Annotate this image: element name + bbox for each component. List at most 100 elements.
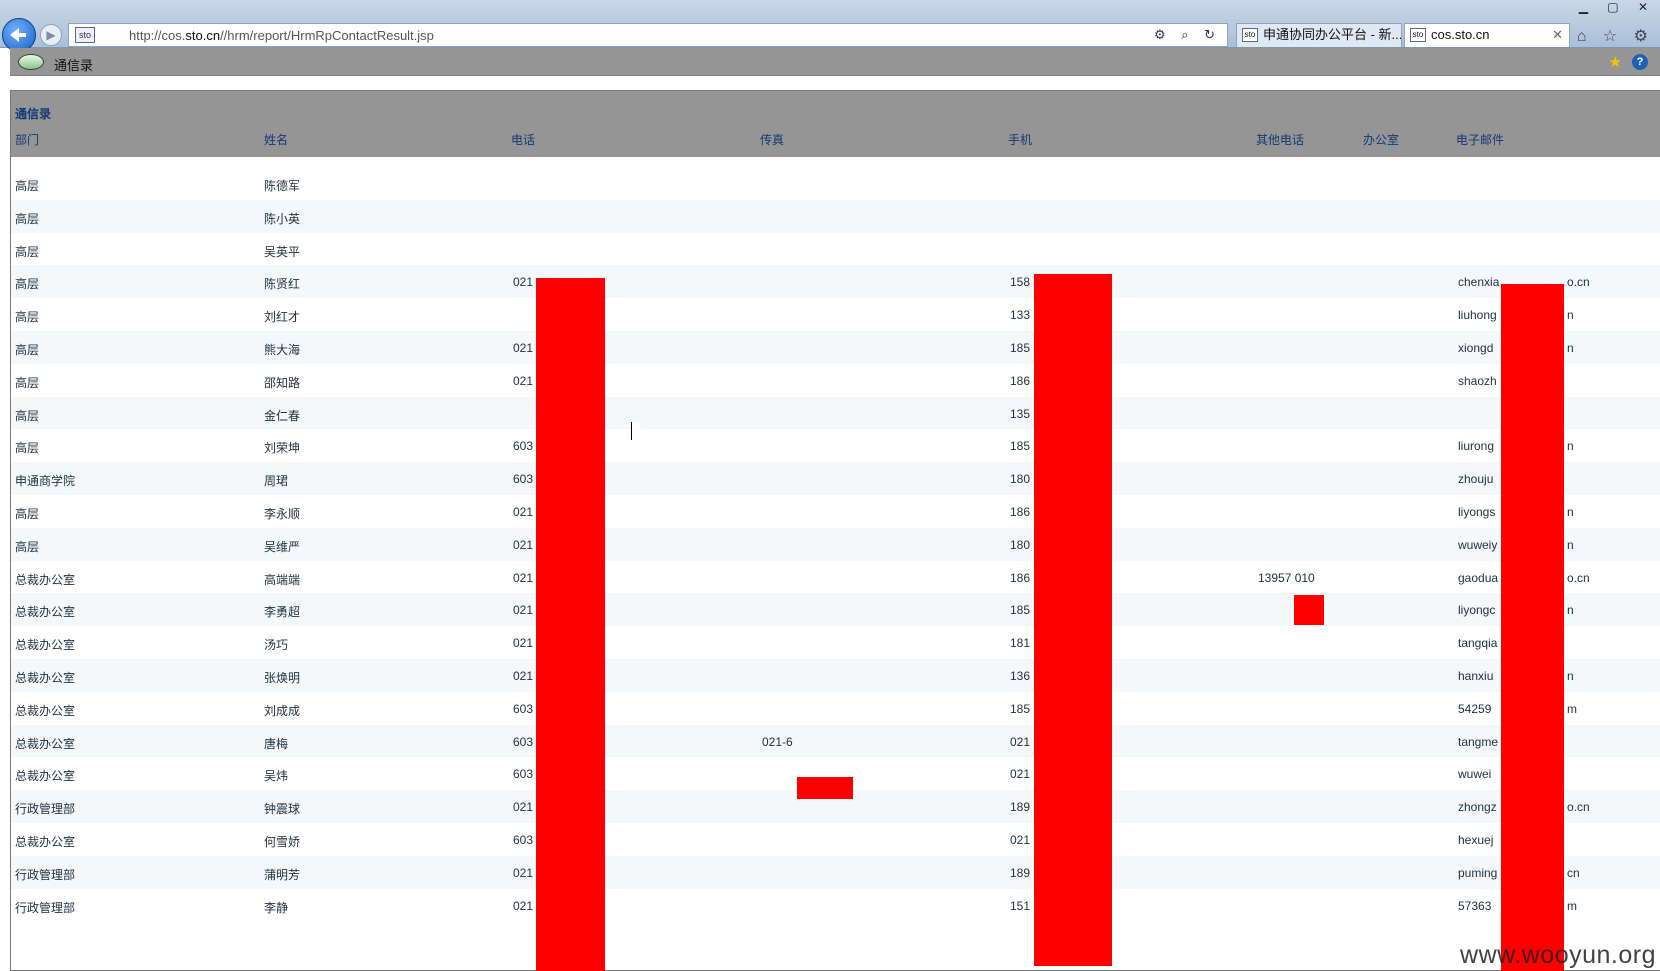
- cell-email: tangme: [1458, 734, 1499, 749]
- cell-other-phone: 13957 010: [1258, 570, 1315, 585]
- cell-phone: 021: [513, 865, 534, 880]
- url-text[interactable]: http://cos.sto.cn//hrm/report/HrmRpConta…: [129, 28, 434, 43]
- cell-dept: 总裁办公室: [15, 638, 76, 653]
- cell-name: 吴炜: [264, 769, 289, 784]
- cell-name: 李静: [264, 900, 289, 915]
- cell-email: liyongc: [1458, 603, 1496, 618]
- watermark: www.wooyun.org: [1460, 941, 1656, 969]
- cell-mobile: 180: [1010, 472, 1031, 487]
- table-row: 高层 吴维严 021 180 wuweiy n: [11, 527, 1660, 561]
- cell-email-tail: o.cn: [1567, 800, 1590, 815]
- col-header-office[interactable]: 办公室: [1363, 133, 1400, 147]
- cell-mobile: 185: [1010, 340, 1031, 355]
- cell-name: 何雪娇: [264, 834, 301, 849]
- col-header-dept[interactable]: 部门: [15, 133, 40, 147]
- cell-mobile: 181: [1010, 636, 1031, 651]
- table-row: 高层 吴英平: [11, 233, 1660, 266]
- table-row: 高层 刘红才 133 liuhong n: [11, 298, 1660, 331]
- favorite-star-icon[interactable]: ★: [1608, 54, 1622, 71]
- col-header-other-phone[interactable]: 其他电话: [1256, 133, 1305, 147]
- cell-mobile: 185: [1010, 701, 1031, 716]
- cell-email: zhouju: [1458, 472, 1494, 487]
- contact-report-frame: 通信录 部门 姓名 电话 传真 手机 其他电话 办公室 电子邮件 高层 陈德军 高层…: [10, 90, 1660, 971]
- col-header-fax[interactable]: 传真: [760, 133, 785, 147]
- help-icon[interactable]: ?: [1632, 54, 1648, 70]
- table-row: 高层 刘荣坤 603 185 liurong n: [11, 429, 1660, 462]
- cell-email: hexuej: [1458, 832, 1494, 847]
- table-row: 总裁办公室 张焕明 021 136 hanxiu n: [11, 658, 1660, 692]
- cell-name: 吴英平: [264, 244, 301, 259]
- table-row: 高层 熊大海 021 185 xiongd n: [11, 330, 1660, 364]
- table-row: 总裁办公室 李勇超 021 185 liyongc n: [11, 593, 1660, 627]
- forward-arrow-icon[interactable]: ▶: [40, 24, 62, 46]
- cell-email: xiongd: [1458, 340, 1494, 355]
- cell-email-tail: n: [1567, 439, 1574, 454]
- home-star-gear-icons[interactable]: ⌂ ☆ ⚙: [1576, 28, 1654, 45]
- col-header-email[interactable]: 电子邮件: [1456, 133, 1505, 147]
- cell-dept: 高层: [15, 342, 40, 357]
- cell-mobile: 136: [1010, 668, 1031, 683]
- cell-name: 高端端: [264, 572, 301, 587]
- table-row: 高层 李永顺 021 186 liyongs n: [11, 495, 1660, 528]
- cell-email: zhongz: [1458, 800, 1497, 815]
- browser-chrome: ▶ sto http://cos.sto.cn//hrm/report/HrmR…: [0, 0, 1660, 52]
- cell-email-tail: n: [1567, 537, 1574, 552]
- cell-name: 钟震球: [264, 802, 301, 817]
- cell-name: 李永顺: [264, 506, 301, 521]
- cell-phone: 021: [513, 636, 534, 651]
- cell-email-tail: o.cn: [1567, 275, 1590, 290]
- cell-dept: 高层: [15, 408, 40, 423]
- cell-mobile: 189: [1010, 865, 1031, 880]
- cell-email-tail: cn: [1567, 865, 1580, 880]
- cell-dept: 总裁办公室: [15, 605, 76, 620]
- cell-dept: 行政管理部: [15, 867, 76, 882]
- cell-mobile: 135: [1010, 406, 1031, 421]
- table-body: 高层 陈德军 高层 陈小英 高层 吴英平 高层 陈贤红 021 158 chenxia o.cn 高层刘…: [11, 167, 1660, 921]
- address-bar[interactable]: sto http://cos.sto.cn//hrm/report/HrmRpC…: [68, 23, 1228, 47]
- cell-phone: 021: [513, 800, 534, 815]
- cell-mobile: 185: [1010, 439, 1031, 454]
- cell-email: liyongs: [1458, 504, 1496, 519]
- cell-email: wuwei: [1458, 767, 1492, 782]
- cell-name: 陈德军: [264, 179, 301, 193]
- table-row: 总裁办公室 吴炜 603 021 wuwei: [11, 757, 1660, 790]
- cell-name: 蒲明芳: [264, 867, 301, 882]
- table-row: 行政管理部 蒲明芳 021 189 puming cn: [11, 855, 1660, 889]
- cell-email: hanxiu: [1458, 668, 1494, 683]
- table-row: 高层 金仁春 135: [11, 396, 1660, 430]
- cell-name: 陈小英: [264, 211, 301, 226]
- tab-coop-platform[interactable]: sto 申通协同办公平台 - 新...: [1236, 23, 1402, 47]
- cell-email: 57363: [1458, 898, 1492, 913]
- table-row: 总裁办公室 高端端 021 186 13957 010 gaodua o.cn: [11, 561, 1660, 594]
- cell-name: 唐梅: [264, 736, 289, 751]
- mouse-cursor-icon: [631, 422, 645, 440]
- cell-dept: 总裁办公室: [15, 670, 76, 685]
- cell-mobile: 186: [1010, 373, 1031, 388]
- col-header-mobile[interactable]: 手机: [1008, 133, 1033, 147]
- cell-email: liurong: [1458, 439, 1495, 454]
- back-arrow-icon[interactable]: [2, 18, 36, 52]
- cell-email-tail: n: [1567, 603, 1574, 618]
- app-logo-icon: [18, 54, 44, 70]
- cell-phone: 021: [513, 275, 534, 290]
- cell-dept: 行政管理部: [15, 802, 76, 817]
- cell-mobile: 186: [1010, 504, 1031, 519]
- cell-email-tail: n: [1567, 308, 1574, 323]
- tab-cos-sto[interactable]: sto cos.sto.cn ✕: [1404, 23, 1570, 47]
- col-header-name[interactable]: 姓名: [264, 133, 289, 147]
- cell-name: 周珺: [264, 474, 289, 489]
- table-row: 高层 邵知路 021 186 shaozh: [11, 364, 1660, 397]
- cell-name: 刘成成: [264, 703, 301, 718]
- cell-name: 汤巧: [264, 638, 289, 653]
- window-controls[interactable]: ▁ ▢ ✕: [1578, 0, 1656, 14]
- col-header-phone[interactable]: 电话: [511, 133, 536, 147]
- cell-dept: 总裁办公室: [15, 703, 76, 718]
- cell-dept: 高层: [15, 277, 40, 292]
- cell-phone: 603: [513, 439, 534, 454]
- redaction-email: [1501, 284, 1564, 971]
- cell-phone: 603: [513, 472, 534, 487]
- cell-phone: 021: [513, 373, 534, 388]
- address-tools-icons[interactable]: ⚙ ⌕ ↻: [1153, 27, 1221, 42]
- close-tab-icon[interactable]: ✕: [1552, 27, 1563, 42]
- table-row: 高层 陈德军: [11, 167, 1660, 200]
